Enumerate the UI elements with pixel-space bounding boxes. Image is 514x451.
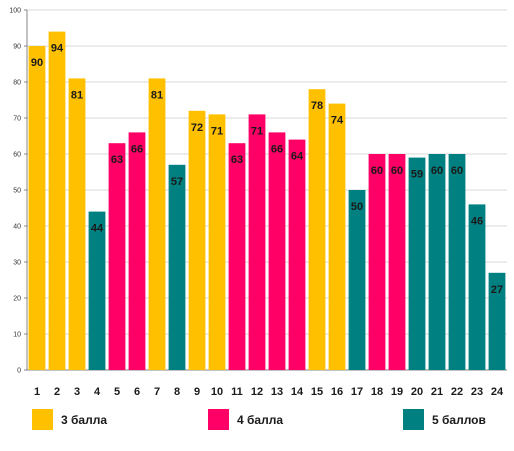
x-tick-label: 3 (74, 386, 80, 398)
y-tick-label: 90 (13, 44, 21, 51)
legend-swatch (32, 409, 53, 430)
bar (268, 132, 286, 370)
data-label: 66 (271, 143, 283, 155)
bar (248, 114, 266, 371)
bar (168, 164, 186, 370)
legend-swatch (208, 409, 229, 430)
x-tick-label: 21 (431, 386, 443, 398)
y-tick-label: 20 (13, 296, 21, 303)
bar (128, 132, 146, 370)
legend-label: 5 баллов (432, 413, 486, 427)
y-tick-label: 100 (9, 8, 21, 15)
legend-item: 5 баллов (403, 409, 486, 430)
bar (448, 154, 466, 370)
bar (408, 157, 426, 370)
y-tick-label: 0 (17, 368, 21, 375)
bar (208, 114, 226, 371)
legend-item: 3 балла (32, 409, 107, 430)
x-tick-label: 12 (251, 386, 263, 398)
legend-swatch (403, 409, 424, 430)
data-label: 74 (331, 115, 344, 127)
x-tick-label: 18 (371, 386, 383, 398)
x-tick-label: 19 (391, 386, 403, 398)
data-label: 60 (451, 165, 463, 177)
x-tick-label: 17 (351, 386, 363, 398)
bar (348, 190, 366, 370)
data-label: 81 (151, 89, 163, 101)
x-tick-label: 4 (94, 386, 101, 398)
legend-item: 4 балла (208, 409, 283, 430)
bar (428, 154, 446, 370)
x-tick-label: 13 (271, 386, 283, 398)
bar (228, 143, 246, 370)
bar (468, 204, 486, 370)
bar (308, 89, 326, 370)
data-label: 71 (211, 125, 223, 137)
y-tick-label: 60 (13, 152, 21, 159)
x-tick-label: 14 (291, 386, 304, 398)
bar (88, 211, 106, 370)
x-tick-label: 8 (174, 386, 180, 398)
legend-label: 4 балла (237, 413, 283, 427)
bar (288, 139, 306, 370)
data-label: 57 (171, 176, 183, 188)
bar (488, 272, 506, 370)
bar (368, 154, 386, 370)
data-label: 90 (31, 57, 43, 69)
x-tick-label: 10 (211, 386, 223, 398)
x-tick-label: 6 (134, 386, 140, 398)
data-label: 63 (111, 154, 123, 166)
y-tick-label: 30 (13, 260, 21, 267)
data-label: 60 (371, 165, 383, 177)
bar (328, 103, 346, 370)
x-tick-label: 1 (34, 386, 40, 398)
bar (148, 78, 166, 371)
data-label: 63 (231, 154, 243, 166)
data-label: 27 (491, 284, 503, 296)
y-tick-label: 70 (13, 116, 21, 123)
x-tick-label: 11 (231, 386, 243, 398)
bar (188, 110, 206, 371)
y-tick-label: 40 (13, 224, 21, 231)
data-label: 71 (251, 125, 263, 137)
x-tick-label: 22 (451, 386, 463, 398)
x-tick-label: 15 (311, 386, 323, 398)
data-label: 44 (91, 223, 104, 235)
data-label: 64 (291, 151, 304, 163)
data-label: 60 (391, 165, 403, 177)
y-tick-label: 10 (13, 332, 21, 339)
bar (68, 78, 86, 371)
data-label: 78 (311, 100, 323, 112)
legend-label: 3 балла (61, 413, 107, 427)
bar (388, 154, 406, 370)
data-label: 72 (191, 122, 203, 134)
x-tick-label: 16 (331, 386, 343, 398)
x-tick-label: 5 (114, 386, 120, 398)
x-tick-label: 20 (411, 386, 423, 398)
bar (28, 46, 46, 370)
y-tick-label: 80 (13, 80, 21, 87)
y-tick-label: 50 (13, 188, 21, 195)
data-label: 50 (351, 201, 363, 213)
x-tick-label: 9 (194, 386, 200, 398)
data-label: 60 (431, 165, 443, 177)
data-label: 59 (411, 169, 423, 181)
x-tick-label: 24 (491, 386, 504, 398)
data-label: 46 (471, 215, 483, 227)
x-tick-label: 7 (154, 386, 160, 398)
bar (108, 143, 126, 370)
x-tick-label: 2 (54, 386, 60, 398)
data-label: 66 (131, 143, 143, 155)
data-label: 81 (71, 89, 83, 101)
data-label: 94 (51, 43, 64, 55)
x-tick-label: 23 (471, 386, 483, 398)
bar (48, 31, 66, 370)
